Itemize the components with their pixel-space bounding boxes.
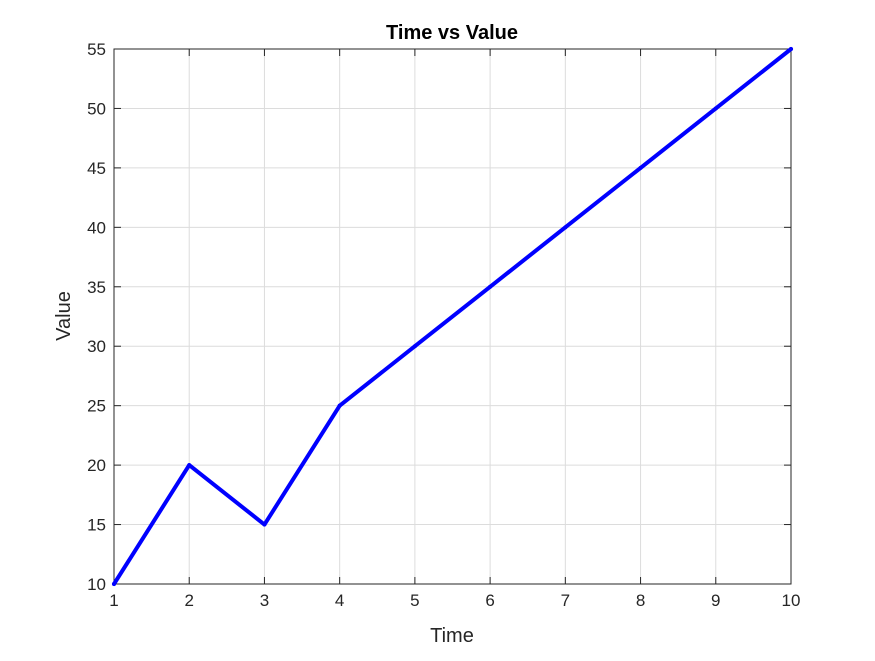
- y-tick-label: 15: [87, 516, 106, 535]
- y-tick-label: 20: [87, 456, 106, 475]
- y-tick-label: 45: [87, 159, 106, 178]
- axes-border: [113, 48, 792, 585]
- data-point: [262, 522, 267, 527]
- series-line: [112, 47, 793, 586]
- x-tick-label: 6: [485, 591, 494, 610]
- y-axis-label: Value: [53, 291, 75, 341]
- x-tick-label: 4: [335, 591, 344, 610]
- x-tick-label: 2: [184, 591, 193, 610]
- x-tick-labels: 1 2 3 4 5 6 7 8 9 10: [109, 591, 800, 610]
- data-point: [187, 463, 192, 468]
- x-tick-label: 3: [260, 591, 269, 610]
- data-point: [563, 225, 568, 230]
- series-layer: [112, 47, 793, 586]
- data-point: [638, 165, 643, 170]
- data-point: [713, 106, 718, 111]
- y-tick-label: 40: [87, 218, 106, 237]
- x-tick-label: 10: [782, 591, 801, 610]
- data-point: [412, 344, 417, 349]
- x-tick-label: 9: [711, 591, 720, 610]
- y-tick-label: 55: [87, 40, 106, 59]
- y-tick-label: 10: [87, 575, 106, 594]
- data-point: [337, 403, 342, 408]
- x-tick-label: 5: [410, 591, 419, 610]
- y-tick-labels: 10 15 20 25 30 35 40 45 50 55: [87, 40, 106, 594]
- data-point: [789, 47, 793, 51]
- data-point: [112, 582, 116, 586]
- y-tick-label: 35: [87, 278, 106, 297]
- data-point: [488, 284, 493, 289]
- y-tick-label: 50: [87, 99, 106, 118]
- y-tick-label: 30: [87, 337, 106, 356]
- x-axis-label: Time: [430, 625, 474, 647]
- chart-title: Time vs Value: [386, 22, 518, 44]
- x-tick-label: 7: [561, 591, 570, 610]
- y-tick-label: 25: [87, 397, 106, 416]
- x-tick-label: 1: [109, 591, 118, 610]
- x-tick-label: 8: [636, 591, 645, 610]
